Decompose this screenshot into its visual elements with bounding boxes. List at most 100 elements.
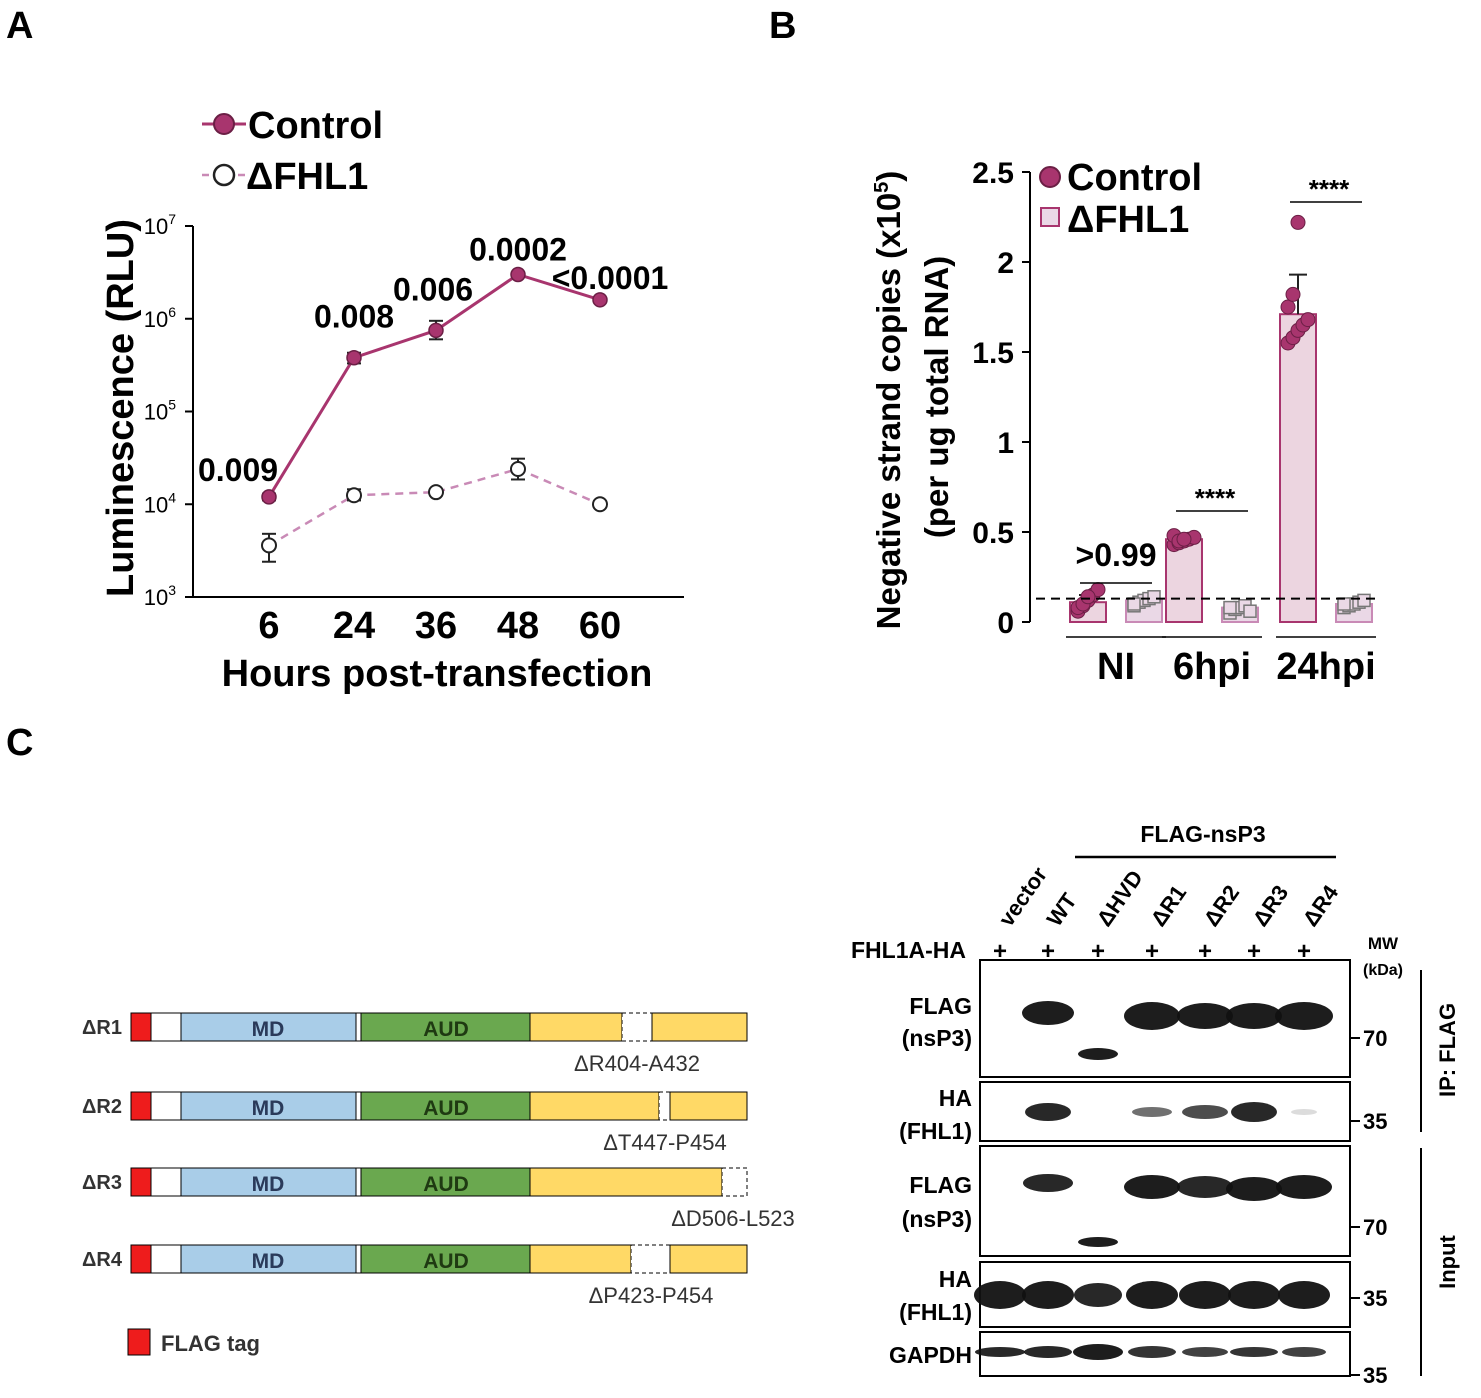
blot-band bbox=[1179, 1281, 1231, 1309]
panel-b-letter: B bbox=[769, 5, 796, 47]
md-label: MD bbox=[252, 1173, 285, 1196]
md-label: MD bbox=[252, 1018, 285, 1041]
blot-row-label: FHL1A-HA bbox=[851, 937, 966, 963]
b-point-control bbox=[1285, 286, 1301, 302]
plus-sign: + bbox=[1247, 938, 1261, 965]
flag-tag-segment bbox=[130, 1012, 152, 1042]
blot-band bbox=[1282, 1347, 1326, 1357]
a-pvalue-label: 0.009 bbox=[198, 452, 278, 488]
hvd-segment bbox=[669, 1244, 748, 1274]
md-domain bbox=[180, 1244, 357, 1274]
blot-band bbox=[1025, 1103, 1071, 1121]
hvd-segment bbox=[529, 1167, 723, 1197]
blot-band bbox=[1078, 1237, 1118, 1247]
b-ytick-label: 2 bbox=[997, 247, 1014, 280]
a-point-control bbox=[346, 349, 362, 366]
deleted-region bbox=[621, 1012, 653, 1042]
deletion-label: ΔT447-P454 bbox=[603, 1130, 727, 1155]
md-domain bbox=[180, 1167, 357, 1197]
blot-band bbox=[1128, 1346, 1176, 1358]
blot-band bbox=[1132, 1107, 1172, 1117]
b-point-control bbox=[1280, 299, 1296, 315]
hvd-segment bbox=[669, 1091, 748, 1121]
legend-b-control-marker bbox=[1039, 166, 1061, 188]
blot-band bbox=[1024, 1346, 1072, 1358]
blot-band bbox=[1124, 1175, 1180, 1199]
b-point-dfhl1 bbox=[1337, 597, 1351, 611]
a-xtick-label: 36 bbox=[415, 605, 457, 647]
md-aud-linker bbox=[355, 1012, 362, 1042]
legend-b-dfhl1-marker bbox=[1040, 207, 1060, 227]
a-point-control bbox=[428, 322, 444, 339]
plus-sign: + bbox=[1041, 938, 1055, 965]
legend-control-marker bbox=[213, 113, 235, 135]
b-point-dfhl1 bbox=[1127, 597, 1141, 611]
blot-header: FLAG-nsP3 bbox=[1140, 821, 1265, 847]
b-category-label: 6hpi bbox=[1173, 646, 1251, 688]
a-ytick-label: 104 bbox=[144, 489, 176, 517]
flag-tag-swatch bbox=[127, 1328, 151, 1356]
b-point-dfhl1 bbox=[1147, 590, 1161, 604]
aud-domain bbox=[360, 1012, 531, 1042]
mw-label: 35 bbox=[1363, 1286, 1387, 1311]
a-point-dfhl1 bbox=[428, 484, 444, 501]
deletion-label: ΔD506-L523 bbox=[671, 1206, 795, 1231]
hvd-segment bbox=[651, 1012, 748, 1042]
b-bar-0 bbox=[1165, 538, 1203, 624]
deleted-region bbox=[721, 1167, 748, 1197]
blot-band bbox=[1228, 1281, 1280, 1309]
blot-band bbox=[974, 1281, 1026, 1309]
deletion-label: ΔR404-A432 bbox=[574, 1051, 700, 1076]
blot-row-sublabel: (nsP3) bbox=[902, 1025, 972, 1051]
b-ytick-label: 0 bbox=[997, 607, 1014, 640]
blot-band bbox=[1177, 1176, 1233, 1198]
a-point-control bbox=[592, 292, 608, 308]
aud-domain bbox=[360, 1091, 531, 1121]
panel-b-legend: Control ΔFHL1 bbox=[1039, 157, 1202, 241]
md-domain bbox=[180, 1091, 357, 1121]
a-point-control bbox=[510, 266, 526, 283]
blot-band bbox=[1177, 1003, 1233, 1029]
a-ytick-label: 105 bbox=[144, 397, 176, 425]
panel-a: A Control ΔFHL1 Luminescence (RLU) 103 10… bbox=[6, 5, 684, 695]
blot-band bbox=[1022, 1281, 1074, 1309]
blot-band bbox=[1022, 1001, 1074, 1025]
construct-label: ΔR4 bbox=[82, 1249, 123, 1271]
lane-label: ΔR2 bbox=[1199, 881, 1245, 931]
blot-row-label: FLAG bbox=[909, 993, 972, 1019]
legend-dfhl1-marker bbox=[212, 163, 236, 187]
lane-label: ΔR3 bbox=[1248, 881, 1294, 931]
plus-sign: + bbox=[1198, 938, 1212, 965]
panel-a-letter: A bbox=[6, 5, 33, 47]
a-ytick-label: 106 bbox=[144, 304, 176, 332]
side-ip-label: IP: FLAG bbox=[1435, 1003, 1460, 1097]
hvd-segment bbox=[529, 1091, 660, 1121]
a-point-control bbox=[261, 489, 277, 505]
blot-row-sublabel: (FHL1) bbox=[899, 1118, 972, 1144]
blot-row-sublabel: (FHL1) bbox=[899, 1299, 972, 1325]
legend-b-control-label: Control bbox=[1067, 157, 1202, 199]
blot-band bbox=[1073, 1344, 1123, 1360]
panel-c: C ΔR1 MD AUD ΔR404-A432 ΔR2 MD AUD ΔT447-P454 ΔR… bbox=[6, 722, 1460, 1388]
legend-dfhl1-label: ΔFHL1 bbox=[246, 156, 368, 198]
lane-label: vector bbox=[994, 862, 1053, 931]
b-point-dfhl1 bbox=[1357, 593, 1371, 608]
md-aud-linker bbox=[355, 1244, 362, 1274]
blot-band bbox=[1278, 1281, 1330, 1309]
flag-tag-segment bbox=[130, 1167, 152, 1197]
a-point-dfhl1 bbox=[261, 537, 277, 554]
side-input-label: Input bbox=[1435, 1234, 1460, 1288]
blot-band bbox=[1291, 1109, 1317, 1115]
flag-tag-label: FLAG tag bbox=[161, 1331, 260, 1356]
blot-band bbox=[1231, 1102, 1277, 1122]
construct-label: ΔR3 bbox=[82, 1172, 122, 1194]
aud-label: AUD bbox=[423, 1097, 469, 1120]
b-ytick-label: 1.5 bbox=[972, 337, 1014, 370]
panel-a-xlabel: Hours post-transfection bbox=[222, 653, 653, 695]
blot-band bbox=[1230, 1347, 1278, 1357]
a-xtick-label: 24 bbox=[333, 605, 375, 647]
b-ytick-label: 0.5 bbox=[972, 517, 1014, 550]
aud-domain bbox=[360, 1244, 531, 1274]
